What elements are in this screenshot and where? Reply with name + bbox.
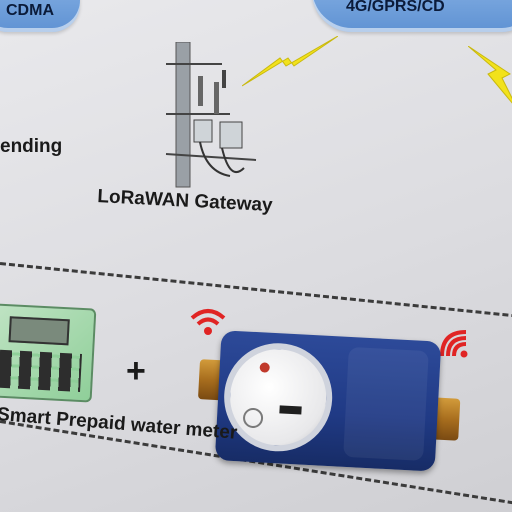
cloud-right: 4G/GPRS/CD — [312, 0, 512, 32]
water-meter — [195, 325, 466, 479]
cloud-left: CDMA — [0, 0, 80, 32]
wifi-signal-icon — [188, 306, 228, 343]
prepaid-module-board — [0, 303, 97, 403]
side-text: ending — [0, 136, 63, 157]
meter-housing — [214, 330, 442, 472]
wifi-signal-icon-right — [436, 326, 472, 367]
lightning-bolt-icon — [242, 36, 338, 88]
antenna-tower-icon — [160, 41, 260, 197]
cloud-right-label: 4G/GPRS/CD — [346, 0, 445, 15]
meter-dial — [221, 340, 335, 455]
plus-sign: + — [126, 352, 146, 390]
cloud-left-label: CDMA — [6, 2, 54, 19]
lightning-bolt-icon-right — [468, 46, 512, 110]
